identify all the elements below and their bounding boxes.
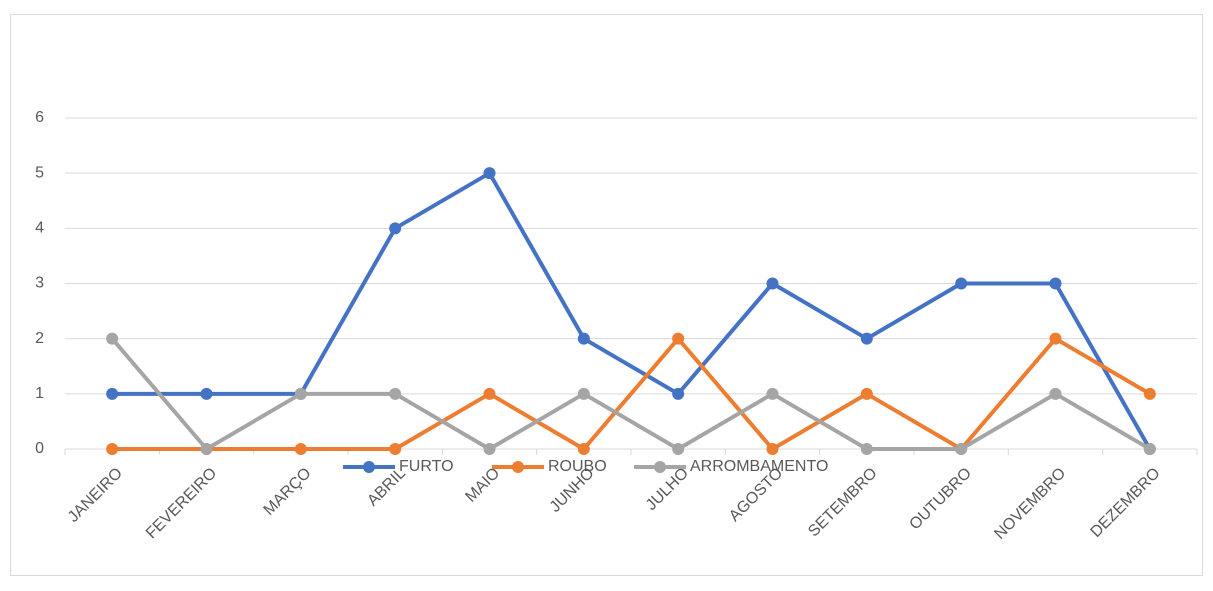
y-tick-label: 2 — [35, 330, 44, 347]
point — [766, 443, 779, 455]
point — [200, 387, 213, 400]
series-line — [110, 337, 1151, 451]
point — [577, 387, 590, 400]
point — [294, 443, 307, 455]
point — [106, 443, 119, 455]
y-tick-label: 0 — [35, 440, 44, 457]
point — [577, 332, 590, 345]
legend-label: FURTO — [399, 458, 454, 475]
point — [955, 277, 968, 290]
point — [106, 332, 119, 345]
series-line — [112, 336, 1151, 451]
y-tick-label: 3 — [35, 275, 44, 292]
y-tick-label: 1 — [35, 385, 44, 402]
point — [389, 443, 402, 455]
y-tick-label: 5 — [35, 164, 44, 181]
point — [860, 332, 873, 345]
point — [483, 167, 496, 180]
point — [955, 443, 968, 455]
legend-marker — [363, 461, 375, 473]
y-tick-label: 6 — [35, 109, 44, 126]
point — [860, 443, 873, 455]
point — [389, 387, 402, 400]
point — [1143, 387, 1156, 400]
point — [1049, 387, 1062, 400]
legend-label: ROUBO — [548, 458, 607, 475]
point — [1143, 443, 1156, 455]
point — [389, 222, 402, 235]
point — [766, 387, 779, 400]
legend-marker — [654, 461, 666, 473]
point — [1049, 277, 1062, 290]
point — [294, 387, 307, 400]
point — [483, 443, 496, 455]
point — [106, 387, 119, 400]
series-line — [112, 171, 1152, 450]
point — [672, 332, 685, 345]
point — [577, 443, 590, 455]
y-tick-label: 4 — [35, 220, 44, 237]
point — [200, 443, 213, 455]
point — [766, 277, 779, 290]
legend-marker — [512, 461, 524, 473]
point — [483, 387, 496, 400]
point — [1049, 332, 1062, 345]
point — [672, 443, 685, 455]
point — [672, 387, 685, 400]
point — [860, 387, 873, 400]
chart-frame — [10, 14, 1203, 576]
legend-label: ARROMBAMENTO — [690, 458, 828, 475]
